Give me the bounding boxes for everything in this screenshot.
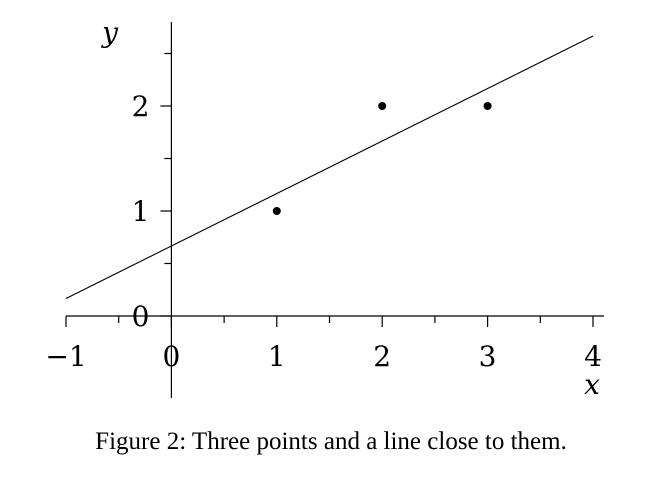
- x-tick-label: 3: [479, 340, 497, 373]
- fit-line-group: [65, 35, 594, 299]
- chart-axes: [66, 22, 604, 398]
- x-tick-label: 4: [584, 340, 602, 373]
- y-tick-label: 1: [132, 195, 150, 228]
- data-point: [272, 207, 281, 215]
- x-tick-label: 0: [162, 340, 180, 373]
- y-axis-label: y: [100, 16, 119, 49]
- figure-caption: Figure 2: Three points and a line close …: [95, 428, 567, 455]
- y-tick-label: 0: [132, 300, 150, 333]
- x-axis-label: x: [584, 368, 600, 401]
- chart-labels: −1 0 1 2 3 4 0 1 2 x y: [45, 16, 602, 401]
- y-tick-label: 2: [132, 90, 150, 123]
- fit-line: [65, 35, 594, 299]
- chart-ticks: [65, 52, 594, 327]
- x-tick-label: −1: [45, 340, 86, 373]
- data-points: [272, 102, 492, 215]
- x-tick-label: 2: [373, 340, 391, 373]
- data-point: [483, 102, 492, 110]
- data-point: [378, 102, 387, 110]
- x-tick-label: 1: [268, 340, 286, 373]
